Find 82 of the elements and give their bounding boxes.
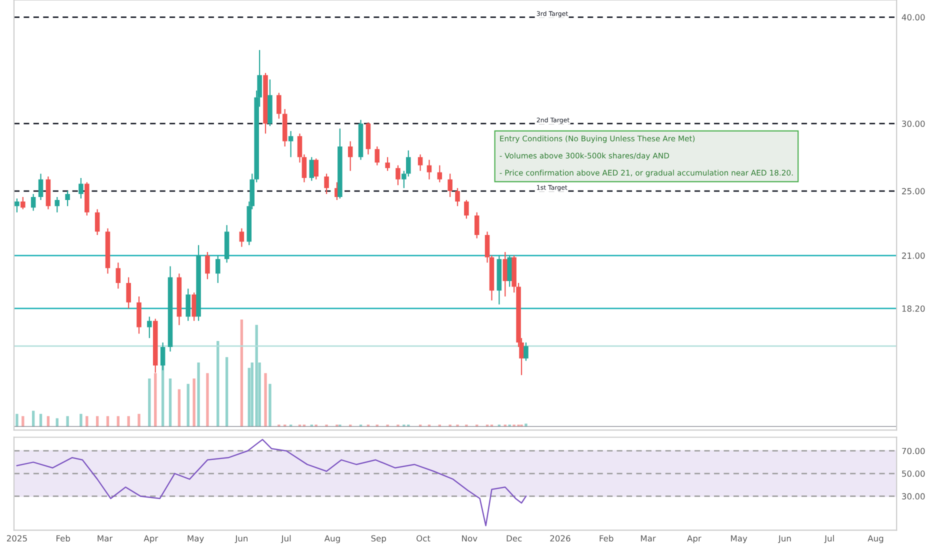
candlestick — [20, 196, 26, 210]
candlestick — [288, 130, 294, 158]
y-tick-label: 30.00 — [902, 493, 925, 500]
bar — [240, 320, 244, 427]
x-tick-label: Jun — [234, 535, 248, 544]
candlestick — [396, 164, 400, 186]
bar — [16, 414, 18, 427]
candlestick — [78, 177, 84, 200]
candlestick — [94, 208, 100, 236]
bar — [268, 384, 272, 427]
candlestick — [14, 198, 20, 213]
x-tick-label: Nov — [462, 535, 478, 542]
candlestick — [205, 251, 210, 280]
candlestick — [126, 276, 131, 310]
y-tick-label: 25.00 — [902, 188, 925, 194]
x-tick-label: Aug — [868, 535, 884, 544]
bar — [225, 357, 228, 427]
candlestick — [324, 173, 329, 195]
candlestick — [437, 164, 442, 183]
x-tick-label: Oct — [416, 535, 430, 542]
bar — [192, 378, 196, 427]
x-tick-label: Jun — [778, 535, 791, 544]
x-tick-label: Sep — [371, 535, 386, 544]
candlestick — [186, 288, 190, 322]
bar — [127, 416, 130, 427]
x-tick-label: 2026 — [550, 535, 570, 542]
bar — [66, 416, 69, 427]
bar — [206, 373, 209, 427]
y-tick-label: 50.00 — [902, 470, 925, 477]
x-tick-label: Aug — [324, 535, 340, 544]
candlestick — [385, 156, 390, 172]
candlestick — [276, 92, 282, 120]
bar — [197, 362, 200, 427]
x-tick-label: Jul — [280, 535, 291, 544]
x-tick-label: Apr — [144, 535, 158, 544]
line-series — [16, 438, 527, 526]
bar — [186, 384, 190, 427]
bar — [178, 389, 181, 427]
x-tick-label: Feb — [600, 535, 614, 542]
candlestick — [30, 193, 36, 212]
candlestick — [38, 173, 44, 201]
candlestick — [448, 173, 452, 198]
x-tick-label: Mar — [98, 535, 113, 542]
x-tick-label: May — [188, 535, 204, 544]
x-tick-label: Mar — [640, 535, 656, 542]
candlestick — [54, 196, 60, 213]
y-tick-label: 70.00 — [902, 448, 925, 454]
candlestick — [192, 292, 196, 322]
bar — [168, 378, 172, 427]
bar — [255, 324, 258, 427]
x-tick-label: 2025 — [6, 535, 27, 542]
bar — [138, 414, 140, 427]
bar — [154, 373, 157, 427]
bar — [216, 341, 220, 427]
bar — [148, 378, 151, 427]
candlestick — [374, 146, 380, 166]
candlestick — [348, 140, 353, 172]
candlestick — [418, 154, 423, 172]
candlestick — [239, 228, 244, 248]
x-tick-label: Apr — [687, 535, 702, 544]
candlestick — [507, 254, 512, 288]
y-tick-label: 40.00 — [902, 14, 925, 20]
candlestick — [314, 158, 318, 180]
bar — [80, 414, 82, 427]
candlestick — [116, 262, 121, 290]
candlestick — [455, 188, 460, 207]
x-tick-label: Dec — [506, 535, 522, 542]
y-tick-label: 18.20 — [902, 305, 925, 312]
y-tick-label: 21.00 — [902, 252, 925, 259]
candlestick — [426, 159, 432, 180]
candlestick — [65, 190, 70, 207]
x-tick-label: May — [731, 535, 748, 544]
candlestick — [464, 199, 469, 220]
candlestick — [216, 254, 220, 284]
x-tick-label: Jul — [824, 535, 834, 544]
x-tick-label: Feb — [56, 535, 70, 542]
bar — [32, 410, 35, 427]
y-tick-label: 30.00 — [902, 120, 925, 127]
candlestick — [147, 316, 152, 339]
bar — [264, 373, 267, 427]
candlestick — [474, 212, 480, 239]
candlestick — [524, 342, 528, 362]
